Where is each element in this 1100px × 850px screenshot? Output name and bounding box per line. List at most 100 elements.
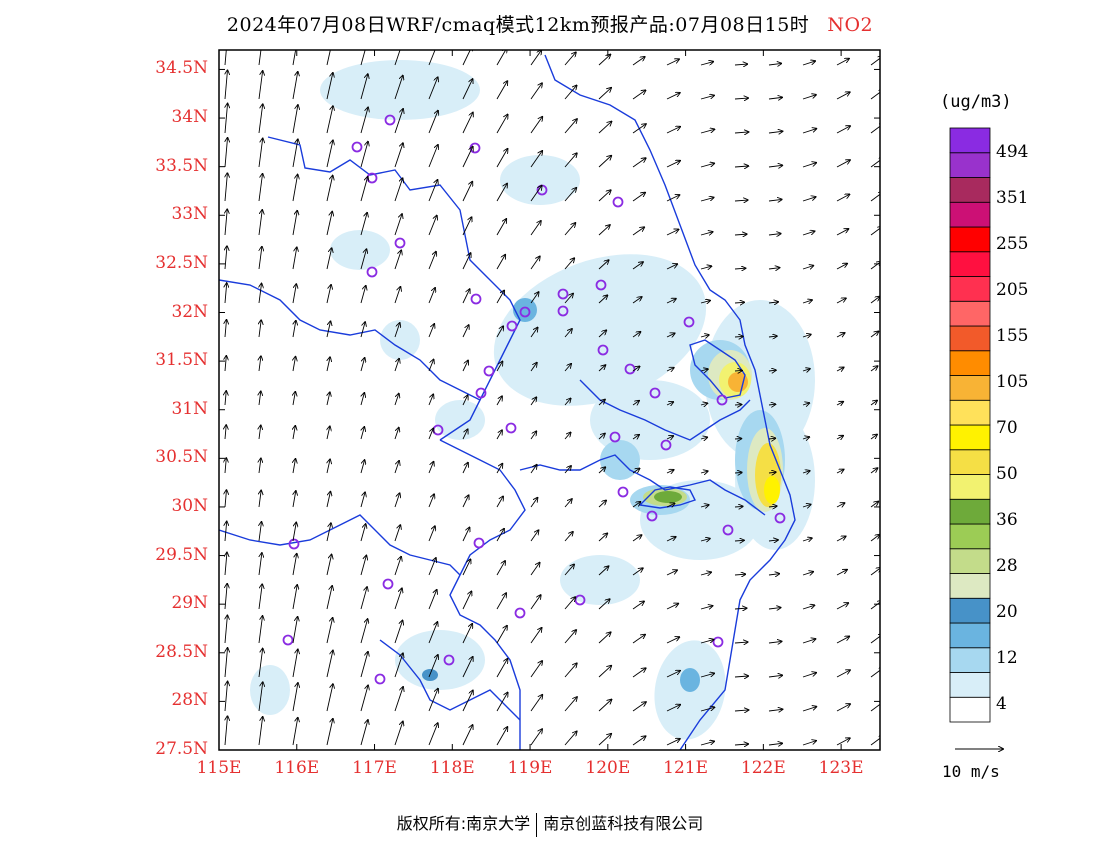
wind-arrow xyxy=(836,536,846,542)
wind-arrow xyxy=(836,402,843,405)
concentration-patch xyxy=(728,372,748,392)
wind-arrow xyxy=(734,744,748,745)
wind-arrow xyxy=(768,302,778,303)
wind-arrow xyxy=(666,671,680,678)
concentration-patch xyxy=(500,155,580,205)
wind-arrow xyxy=(768,472,776,473)
wind-arrow xyxy=(360,358,365,372)
wind-arrow xyxy=(632,635,645,644)
wind-arrow xyxy=(632,601,644,610)
wind-arrow xyxy=(802,605,814,610)
station-marker xyxy=(374,673,386,685)
wind-arrow xyxy=(632,435,639,439)
lon-label: 120E xyxy=(585,758,631,778)
wind-arrow xyxy=(802,163,816,168)
colorbar-swatch xyxy=(949,300,991,327)
wind-arrow xyxy=(666,195,679,202)
wind-arrow xyxy=(496,115,508,134)
wind-arrow xyxy=(734,234,747,235)
wind-arrow xyxy=(292,617,298,644)
wind-arrow xyxy=(530,83,542,100)
wind-arrow xyxy=(734,64,747,65)
wind-arrow xyxy=(598,734,611,746)
wind-arrow xyxy=(462,495,469,508)
wind-arrow xyxy=(394,143,403,168)
wind-arrow xyxy=(360,286,366,304)
wind-arrow xyxy=(530,117,542,134)
wind-arrow xyxy=(259,491,261,508)
concentration-patch xyxy=(680,668,700,692)
wind-vectors xyxy=(224,50,880,746)
wind-arrow xyxy=(530,729,542,746)
wind-arrow xyxy=(870,535,879,542)
wind-arrow xyxy=(293,491,296,508)
wind-arrow xyxy=(666,161,680,168)
wind-arrow xyxy=(700,95,714,100)
wind-arrow xyxy=(802,741,816,746)
concentration-patch xyxy=(654,491,682,503)
wind-arrow xyxy=(496,464,502,474)
wind-arrow xyxy=(768,540,778,541)
wind-arrow xyxy=(326,50,331,66)
concentration-patch xyxy=(330,230,390,270)
colorbar-label: 494 xyxy=(996,142,1029,162)
wind-arrow xyxy=(666,436,673,439)
wind-arrow xyxy=(394,557,401,576)
wind-arrow xyxy=(225,391,226,406)
station-marker xyxy=(649,387,661,399)
wind-arrow xyxy=(564,398,571,406)
wind-arrow xyxy=(666,368,674,371)
wind-arrow xyxy=(259,320,261,338)
wind-arrow xyxy=(802,334,811,337)
wind-arrow xyxy=(598,566,608,576)
wind-arrow xyxy=(802,639,815,644)
wind-arrow xyxy=(496,496,503,508)
station-marker xyxy=(470,293,482,305)
wind-arrow xyxy=(768,97,782,99)
wind-arrow xyxy=(632,262,643,270)
wind-arrow xyxy=(225,104,228,134)
wind-arrow xyxy=(462,289,470,304)
concentration-patch xyxy=(250,665,290,715)
lat-label: 34N xyxy=(171,107,208,128)
wind-arrow xyxy=(564,258,574,270)
wind-arrow xyxy=(462,591,471,610)
station-marker xyxy=(282,634,294,646)
wind-arrow xyxy=(292,649,298,678)
wind-arrow xyxy=(530,595,541,610)
wind-arrow xyxy=(224,50,227,66)
colorbar-unit: (ug/m3) xyxy=(940,92,1012,112)
wind-arrow xyxy=(666,127,680,134)
wind-arrow xyxy=(428,655,438,678)
wind-arrow xyxy=(700,198,714,202)
wind-arrow xyxy=(700,437,707,439)
wind-arrow xyxy=(870,123,880,134)
wind-arrow xyxy=(394,721,403,746)
wind-arrow xyxy=(496,326,503,338)
colorbar-swatch xyxy=(949,696,991,723)
wind-arrow xyxy=(259,391,261,406)
wind-arrow xyxy=(530,563,540,576)
wind-arrow xyxy=(564,223,575,236)
wind-arrow xyxy=(360,720,368,746)
wind-arrow xyxy=(598,260,609,270)
lat-label: 29.5N xyxy=(155,544,208,565)
station-marker xyxy=(597,344,609,356)
wind-arrow xyxy=(802,538,812,541)
wind-arrow xyxy=(598,365,605,372)
wind-arrow xyxy=(258,174,263,202)
wind-arrow xyxy=(768,370,776,371)
colorbar-label: 28 xyxy=(996,556,1018,576)
wind-arrow xyxy=(292,522,296,542)
wind-arrow xyxy=(530,661,542,678)
colorbar-swatch xyxy=(949,474,991,500)
concentration-patch xyxy=(493,254,707,406)
wind-arrow xyxy=(632,193,645,202)
wind-arrow xyxy=(598,599,610,610)
colorbar-swatch xyxy=(949,177,991,203)
wind-arrow xyxy=(326,106,333,134)
station-marker xyxy=(683,316,695,328)
wind-reference-label: 10 m/s xyxy=(942,762,1000,781)
wind-arrow xyxy=(326,719,333,746)
